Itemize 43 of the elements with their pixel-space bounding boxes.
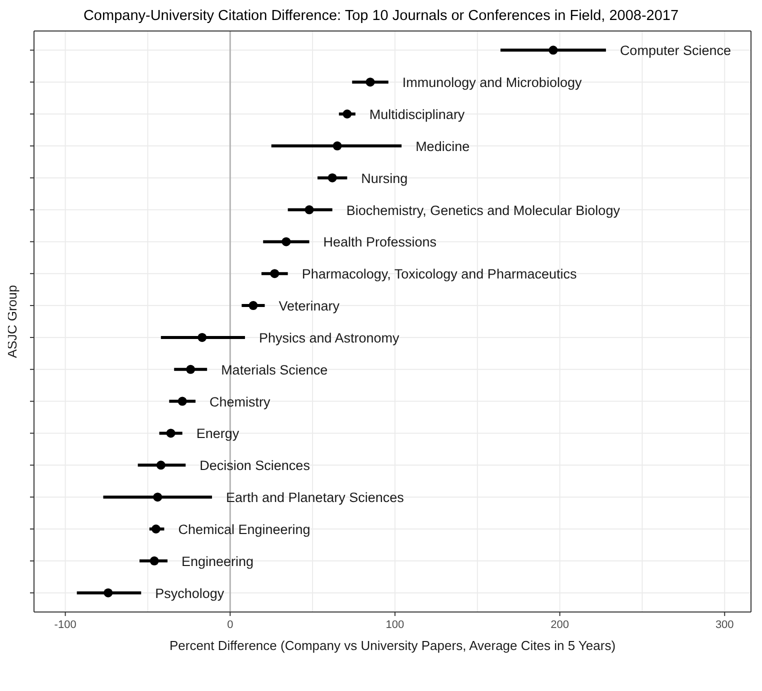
x-tick-label: 100 (386, 619, 404, 631)
x-axis-title: Percent Difference (Company vs University Papers, Average Cites in 5 Years) (169, 638, 616, 653)
y-tick-label: Psychology (155, 586, 224, 601)
y-tick-label: Decision Sciences (200, 458, 310, 474)
y-tick-label: Immunology and Microbiology (402, 75, 582, 90)
point (151, 524, 160, 534)
point (178, 396, 187, 406)
y-tick-label: Engineering (182, 554, 254, 569)
point (104, 588, 113, 598)
point (166, 428, 176, 438)
y-tick-label: Computer Science (620, 43, 732, 58)
x-tick-label: 0 (227, 619, 234, 631)
y-tick-label: Energy (196, 426, 240, 442)
y-tick-label: Multidisciplinary (369, 107, 465, 122)
y-tick-label: Nursing (361, 170, 408, 186)
y-tick-label: Earth and Planetary Sciences (226, 490, 404, 506)
y-tick-label: Veterinary (278, 298, 340, 314)
chart-title: Company-University Citation Difference: Top 10 Journals or Conferences in Field, 2008-2017 (82, 8, 680, 24)
point (150, 556, 159, 566)
x-tick-label: 200 (550, 619, 569, 631)
y-tick-label: Chemistry (210, 394, 271, 410)
point (153, 492, 162, 502)
point (156, 460, 166, 470)
y-tick-label: Materials Science (221, 362, 328, 378)
point (332, 141, 342, 150)
point (282, 237, 291, 246)
y-tick-label: Health Professions (323, 234, 437, 250)
point (304, 205, 314, 214)
point (342, 110, 352, 118)
y-tick-label: Physics and Astronomy (258, 330, 400, 346)
point (270, 269, 280, 278)
y-tick-label: Biochemistry, Genetics and Molecular Biology (346, 202, 620, 218)
point (248, 301, 258, 310)
point (328, 173, 337, 182)
x-tick-label: 300 (715, 619, 734, 631)
x-tick-label: -100 (54, 619, 76, 631)
y-tick-label: Medicine (416, 138, 470, 154)
point (198, 332, 207, 342)
y-tick-label: Pharmacology, Toxicology and Pharmaceutics (302, 266, 577, 282)
point (548, 46, 558, 55)
point (366, 78, 375, 87)
y-tick-label: Chemical Engineering (178, 522, 310, 537)
point (186, 364, 196, 374)
